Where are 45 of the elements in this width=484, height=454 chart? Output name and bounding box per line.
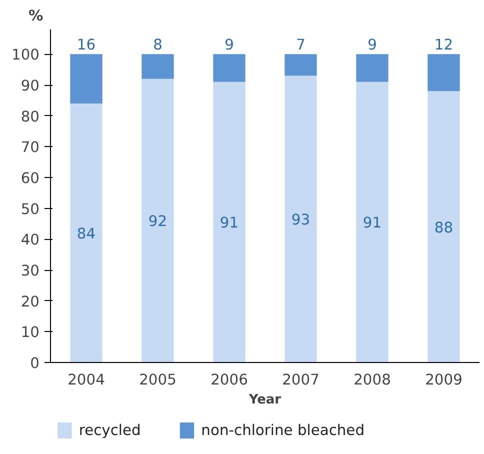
data-label: 92: [148, 213, 168, 230]
bar: [356, 82, 388, 362]
bar: [356, 54, 388, 82]
data-label: 91: [362, 214, 382, 232]
x-tick-label: 2008: [354, 372, 391, 388]
bar: [213, 54, 246, 82]
x-tick-label: 2006: [210, 372, 248, 388]
bar: [284, 54, 317, 76]
data-label: 93: [291, 212, 310, 229]
y-tick-label: 80: [20, 108, 40, 126]
bar: [70, 104, 102, 362]
x-tick-label: 2004: [68, 372, 105, 388]
y-tick-label: 40: [20, 232, 40, 249]
x-tick-label: 2009: [425, 372, 462, 388]
data-label: 9: [224, 36, 234, 54]
y-tick-label: 50: [20, 200, 40, 218]
bar: [213, 82, 246, 362]
bar: [284, 76, 317, 362]
bar: [142, 54, 174, 79]
y-tick-label: 70: [20, 139, 40, 156]
legend-label: recycled: [78, 422, 141, 439]
x-tick-label: 2005: [139, 372, 176, 388]
y-tick-label: 20: [20, 293, 40, 310]
y-tick-label: 100: [12, 46, 40, 64]
data-label: 88: [434, 219, 454, 236]
legend-label: non-chlorine bleached: [201, 422, 365, 439]
data-label: 16: [76, 36, 96, 54]
y-tick-label: 30: [20, 262, 40, 280]
bar: [428, 54, 460, 92]
y-tick-label: 10: [20, 324, 40, 342]
y-tick-label: 90: [20, 78, 40, 94]
y-axis-title: %: [28, 8, 44, 24]
x-tick-label: 2007: [282, 372, 320, 388]
data-label: 8: [153, 36, 162, 54]
data-label: 84: [76, 226, 96, 242]
data-label: 9: [368, 36, 377, 54]
bar: [428, 91, 460, 362]
data-label: 12: [434, 36, 454, 54]
bar: [142, 78, 174, 362]
data-label: 91: [220, 214, 239, 232]
y-tick-label: 0: [30, 355, 40, 372]
bar: [70, 54, 102, 104]
data-label: 7: [296, 36, 306, 54]
y-tick-label: 60: [20, 170, 40, 187]
x-axis-title: Year: [248, 392, 282, 408]
